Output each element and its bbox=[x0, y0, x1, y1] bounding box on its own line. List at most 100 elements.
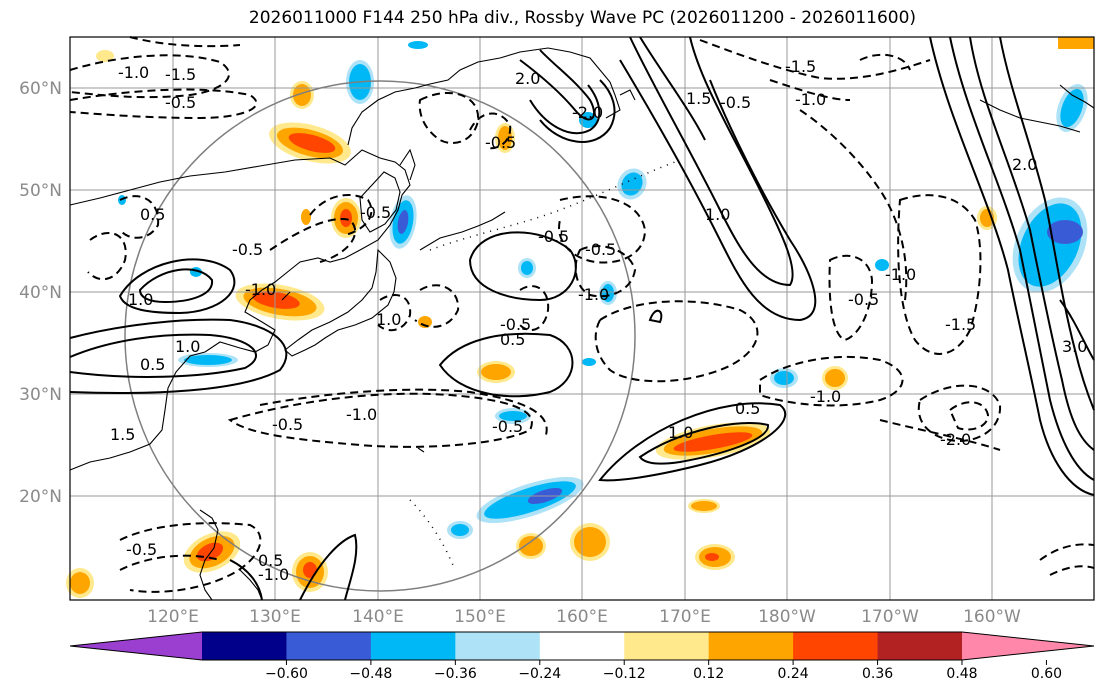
contour-label: 2.0 bbox=[1012, 155, 1037, 174]
contour-label: -0.5 bbox=[126, 540, 157, 559]
gridlines bbox=[70, 37, 1094, 600]
colorbar-segment bbox=[539, 632, 625, 660]
contour-label: -2.0 bbox=[940, 430, 971, 449]
lon-tick-label: 160°E bbox=[556, 607, 608, 627]
colorbar-tick-label: −0.60 bbox=[265, 666, 308, 682]
map-frame bbox=[69, 36, 1095, 601]
contour-label: -0.5 bbox=[485, 133, 516, 152]
contour-label: 1.0 bbox=[705, 205, 730, 224]
zero-contours bbox=[409, 159, 681, 571]
positive-divergence-area bbox=[235, 283, 325, 321]
colorbar-segment bbox=[708, 632, 794, 660]
contour-label: 0.5 bbox=[500, 330, 525, 349]
contour-label: -0.5 bbox=[492, 417, 523, 436]
contour-label: 1.0 bbox=[668, 423, 693, 442]
positive-divergence-area bbox=[183, 531, 241, 573]
map-title: 2026011000 F144 250 hPa div., Rossby Wav… bbox=[248, 8, 917, 28]
positive-contours bbox=[69, 36, 1095, 601]
positive-divergence-area bbox=[516, 533, 546, 559]
lon-tick-label: 180°W bbox=[758, 607, 816, 627]
coastlines bbox=[69, 47, 1095, 601]
contour-label: -1.0 bbox=[885, 265, 916, 284]
lat-tick-label: 60°N bbox=[19, 79, 62, 99]
map-panel: -1.0 -1.5 -0.5 2.0 -0.5 -0.5 -1.0 -1.5 1… bbox=[66, 36, 1095, 601]
contour-label: -1.0 bbox=[118, 63, 149, 82]
positive-divergence-area bbox=[331, 198, 361, 238]
colorbar-tick-label: 0.24 bbox=[778, 666, 809, 682]
contour-label: -1.5 bbox=[945, 315, 976, 334]
contour-label: 0.5 bbox=[258, 551, 283, 570]
colorbar-tick-label: 0.36 bbox=[862, 666, 893, 682]
colorbar-segment bbox=[202, 632, 287, 660]
lat-tick-label: 20°N bbox=[19, 487, 62, 507]
colorbar-segment bbox=[624, 632, 710, 660]
contour-label: -0.5 bbox=[500, 315, 531, 334]
colorbar-tick-label: −0.12 bbox=[603, 666, 646, 682]
lon-tick-label: 170°E bbox=[659, 607, 711, 627]
positive-divergence-area bbox=[695, 544, 735, 570]
colorbar-segment bbox=[793, 632, 879, 660]
colorbar-tick-label: 0.12 bbox=[693, 666, 724, 682]
contour-label: -1.0 bbox=[810, 387, 841, 406]
longitude-axis: 120°E 130°E 140°E 150°E 160°E 170°E 180°… bbox=[147, 607, 1021, 627]
lat-tick-label: 30°N bbox=[19, 385, 62, 405]
negative-divergence-area bbox=[495, 408, 531, 424]
lon-tick-label: 160°W bbox=[963, 607, 1021, 627]
contour-label: 0.5 bbox=[140, 205, 165, 224]
contour-label: 1.0 bbox=[128, 290, 153, 309]
contour-label: -1.0 bbox=[795, 90, 826, 109]
colorbar-tick-label: −0.48 bbox=[349, 666, 392, 682]
colorbar-segment bbox=[877, 632, 963, 660]
colorbar-tick-label: 0.48 bbox=[946, 666, 977, 682]
positive-divergence-area bbox=[570, 523, 610, 561]
negative-divergence-area bbox=[1012, 197, 1088, 293]
positive-divergence-area bbox=[688, 499, 720, 513]
latitude-axis: 60°N 50°N 40°N 30°N 20°N bbox=[19, 79, 62, 507]
lon-tick-label: 170°W bbox=[861, 607, 919, 627]
lon-tick-label: 120°E bbox=[147, 607, 199, 627]
lon-tick-label: 150°E bbox=[454, 607, 506, 627]
contour-label: -1.0 bbox=[578, 285, 609, 304]
colorbar-tick-label: −0.24 bbox=[518, 666, 561, 682]
positive-divergence-area bbox=[822, 366, 848, 390]
lat-tick-label: 40°N bbox=[19, 283, 62, 303]
contour-label: -1.5 bbox=[165, 65, 196, 84]
positive-divergence-area bbox=[292, 552, 328, 592]
contour-label: -0.5 bbox=[165, 93, 196, 112]
contour-label: -1.5 bbox=[785, 57, 816, 76]
contour-label: -0.5 bbox=[848, 290, 879, 309]
contour-label: -0.5 bbox=[360, 203, 391, 222]
colorbar-extend-low bbox=[70, 632, 202, 660]
contour-label: 1.0 bbox=[376, 310, 401, 329]
negative-divergence-area bbox=[770, 368, 798, 388]
colorbar-extend-high bbox=[962, 632, 1094, 660]
positive-divergence-area bbox=[290, 81, 314, 109]
contour-label: 0.5 bbox=[140, 355, 165, 374]
positive-divergence-area bbox=[66, 568, 94, 598]
colorbar-segment bbox=[286, 632, 372, 660]
contour-label: -1.0 bbox=[245, 280, 276, 299]
contour-label: -2.0 bbox=[572, 103, 603, 122]
contour-label: -0.5 bbox=[272, 415, 303, 434]
contour-label: 1.0 bbox=[175, 337, 200, 356]
contour-label: 1.5 bbox=[686, 89, 711, 108]
colorbar-outline bbox=[69, 631, 1095, 661]
positive-divergence-area bbox=[269, 122, 351, 164]
negative-divergence-area bbox=[447, 521, 473, 539]
contour-label: -0.5 bbox=[538, 227, 569, 246]
contour-label: 2.0 bbox=[515, 69, 540, 88]
colorbar-tick-label: 0.60 bbox=[1031, 666, 1062, 682]
contour-label: -0.5 bbox=[585, 240, 616, 259]
contour-labels: -1.0 -1.5 -0.5 2.0 -0.5 -0.5 -1.0 -1.5 1… bbox=[110, 57, 1087, 584]
colorbar: −0.60 −0.48 −0.36 −0.24 −0.12 0.12 0.24 0.36 0.4… bbox=[69, 631, 1095, 682]
negative-contours bbox=[69, 36, 1095, 593]
lon-tick-label: 140°E bbox=[352, 607, 404, 627]
colorbar-tick-label: −0.36 bbox=[434, 666, 477, 682]
contour-label: -1.0 bbox=[258, 565, 289, 584]
negative-divergence-area bbox=[178, 353, 238, 367]
contour-label: -1.0 bbox=[346, 405, 377, 424]
lat-tick-label: 50°N bbox=[19, 181, 62, 201]
contour-label: 3.0 bbox=[1062, 337, 1087, 356]
positive-divergence-area bbox=[477, 361, 515, 383]
